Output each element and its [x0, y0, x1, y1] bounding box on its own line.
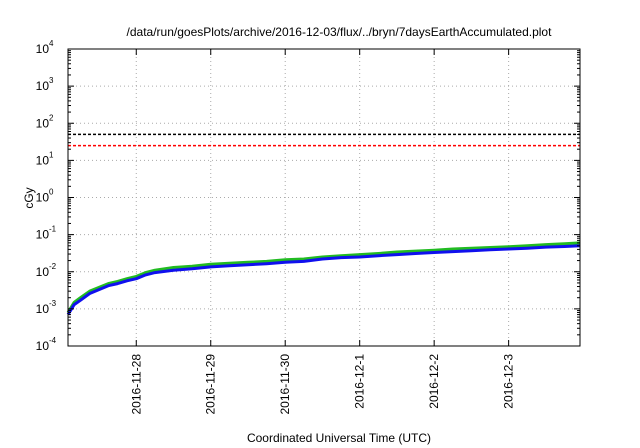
- x-tick-label: 2016-12-3: [502, 354, 516, 409]
- reference-lines: [68, 133, 580, 147]
- x-axis-ticks: 2016-11-28 2016-11-29 2016-11-30 2016-12-1 2…: [129, 49, 516, 415]
- x-tick-label: 2016-11-30: [278, 354, 292, 415]
- y-tick-exponent: -2: [49, 262, 57, 271]
- y-tick-exponent: 0: [49, 188, 54, 197]
- x-tick-label: 2016-12-2: [427, 354, 441, 409]
- chart-title: /data/run/goesPlots/archive/2016-12-03/f…: [127, 25, 553, 39]
- x-axis-label: Coordinated Universal Time (UTC): [247, 431, 431, 445]
- x-tick-label: 2016-11-28: [129, 354, 143, 415]
- y-tick-exponent: 1: [49, 150, 54, 159]
- y-tick-exponent: -1: [49, 225, 57, 234]
- x-tick-label: 2016-11-29: [204, 354, 218, 415]
- y-tick-exponent: -4: [49, 336, 57, 345]
- x-tick-label: 2016-12-1: [353, 354, 367, 409]
- y-tick-label: 10: [36, 228, 50, 242]
- grid-lines: [68, 49, 580, 346]
- y-tick-exponent: 4: [49, 39, 54, 48]
- y-tick-label: 10: [36, 116, 50, 130]
- y-tick-exponent: 3: [49, 76, 54, 85]
- y-tick-label: 10: [36, 265, 50, 279]
- y-tick-label: 10: [36, 191, 50, 205]
- y-tick-label: 10: [36, 79, 50, 93]
- y-tick-label: 10: [36, 339, 50, 353]
- series-line: [66, 241, 581, 314]
- y-axis-label: cGy: [22, 187, 36, 208]
- series-lines: [66, 241, 581, 316]
- y-tick-label: 10: [36, 302, 50, 316]
- y-tick-label: 10: [36, 42, 50, 56]
- y-tick-exponent: 2: [49, 113, 54, 122]
- y-tick-exponent: -3: [49, 299, 57, 308]
- y-tick-label: 10: [36, 153, 50, 167]
- series-line: [66, 244, 581, 316]
